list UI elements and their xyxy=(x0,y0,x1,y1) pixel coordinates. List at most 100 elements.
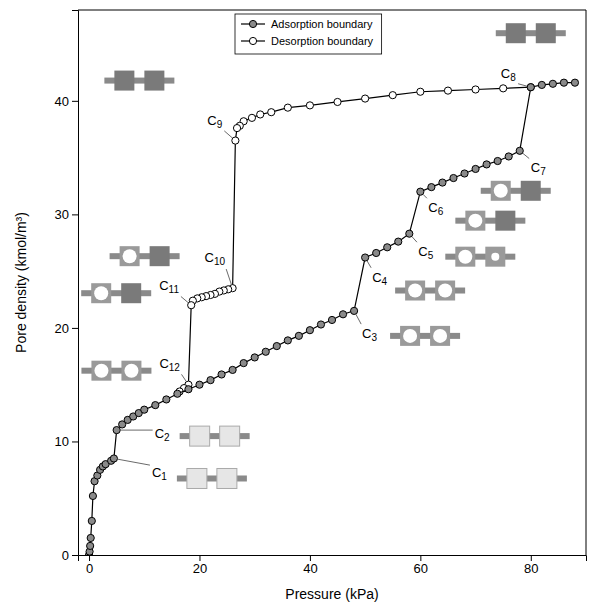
data-point xyxy=(505,153,512,160)
pore-body xyxy=(506,23,526,43)
pore-icon xyxy=(81,283,151,303)
x-tick: 20 xyxy=(193,555,207,576)
x-tick-mark xyxy=(531,555,532,561)
annotation-label: C6 xyxy=(428,200,443,217)
plot-frame xyxy=(78,10,586,555)
annotation-leader xyxy=(518,84,527,86)
annotation-leader xyxy=(182,374,187,381)
data-point xyxy=(527,84,534,91)
data-point xyxy=(317,321,324,328)
y-axis: 010203040 xyxy=(55,11,79,563)
annotations: C1C2C3C4C5C6C7C8C9C10C11C12 xyxy=(118,66,546,482)
x-tick-mark xyxy=(89,555,90,561)
pore-body xyxy=(430,326,450,346)
pore-bubble xyxy=(438,284,452,298)
data-point xyxy=(110,455,117,462)
pore-bubble xyxy=(94,286,108,300)
pore-bubble xyxy=(494,184,508,198)
annotation-label: C4 xyxy=(372,270,387,287)
pore-body xyxy=(536,23,556,43)
y-tick: 40 xyxy=(55,93,78,108)
data-point xyxy=(251,354,258,361)
annotation-leader xyxy=(226,269,231,284)
plot-marks xyxy=(85,79,578,555)
data-point xyxy=(306,327,313,334)
pore-body xyxy=(400,326,420,346)
x-tick-label: 40 xyxy=(303,561,317,576)
data-point xyxy=(257,111,264,118)
data-point xyxy=(472,165,479,172)
pore-body xyxy=(121,283,141,303)
data-point xyxy=(450,174,457,181)
data-point xyxy=(188,302,195,309)
y-tick-label: 30 xyxy=(55,207,69,222)
pore-body xyxy=(405,281,425,301)
annotation-leader xyxy=(121,430,153,431)
annotation-leader xyxy=(356,314,361,324)
pore-icon xyxy=(395,281,465,301)
pore-body xyxy=(91,283,111,303)
annotation-label: C2 xyxy=(155,426,170,443)
data-point xyxy=(549,80,556,87)
annotation-leader xyxy=(118,459,150,465)
data-point xyxy=(248,114,255,121)
annotation-label: C11 xyxy=(159,278,179,295)
data-point xyxy=(306,102,313,109)
x-tick-mark xyxy=(310,555,311,561)
data-point xyxy=(373,249,380,256)
data-point xyxy=(87,534,94,541)
data-point xyxy=(417,88,424,95)
pore-icon xyxy=(455,211,525,231)
pore-body xyxy=(144,71,164,91)
pore-icon xyxy=(445,247,515,267)
pore-icon xyxy=(180,426,250,446)
data-point xyxy=(273,342,280,349)
pore-bubble xyxy=(403,329,417,343)
y-tick-mark xyxy=(72,214,78,215)
x-tick-label: 0 xyxy=(86,561,93,576)
pore-body xyxy=(491,181,511,201)
pore-bubble xyxy=(408,284,422,298)
y-tick-mark xyxy=(72,441,78,442)
data-point xyxy=(362,254,369,261)
x-tick-label: 20 xyxy=(193,561,207,576)
pore-icon xyxy=(177,468,247,488)
data-point xyxy=(284,104,291,111)
data-point xyxy=(389,92,396,99)
y-tick: 30 xyxy=(55,207,78,222)
data-point xyxy=(89,492,96,499)
data-point xyxy=(334,98,341,105)
y-tick: 10 xyxy=(55,434,78,449)
pore-body xyxy=(91,361,111,381)
data-point xyxy=(240,360,247,367)
x-tick: 60 xyxy=(414,555,428,576)
pore-icon xyxy=(496,23,566,43)
pore-body xyxy=(190,426,210,446)
data-point xyxy=(262,348,269,355)
data-point xyxy=(428,184,435,191)
y-tick-label: 40 xyxy=(55,93,69,108)
data-point xyxy=(461,170,468,177)
legend: Adsorption boundaryDesorption boundary xyxy=(235,14,382,54)
pore-icon xyxy=(81,361,151,381)
data-point xyxy=(87,542,94,549)
pore-bubble xyxy=(124,364,138,378)
pore-body xyxy=(150,246,170,266)
data-point xyxy=(362,95,369,102)
annotation-leader xyxy=(523,153,529,158)
x-tick: 40 xyxy=(303,555,317,576)
data-point xyxy=(229,366,236,373)
data-point xyxy=(494,157,501,164)
x-tick-mark xyxy=(199,555,200,561)
data-point xyxy=(196,381,203,388)
pore-body xyxy=(521,181,541,201)
legend-box xyxy=(235,14,382,54)
annotation-label: C10 xyxy=(205,250,226,267)
data-point xyxy=(527,84,534,91)
data-point xyxy=(328,316,335,323)
data-point xyxy=(295,332,302,339)
y-tick-mark xyxy=(72,101,78,102)
data-point xyxy=(185,386,192,393)
pore-body xyxy=(435,281,455,301)
data-point xyxy=(88,517,95,524)
